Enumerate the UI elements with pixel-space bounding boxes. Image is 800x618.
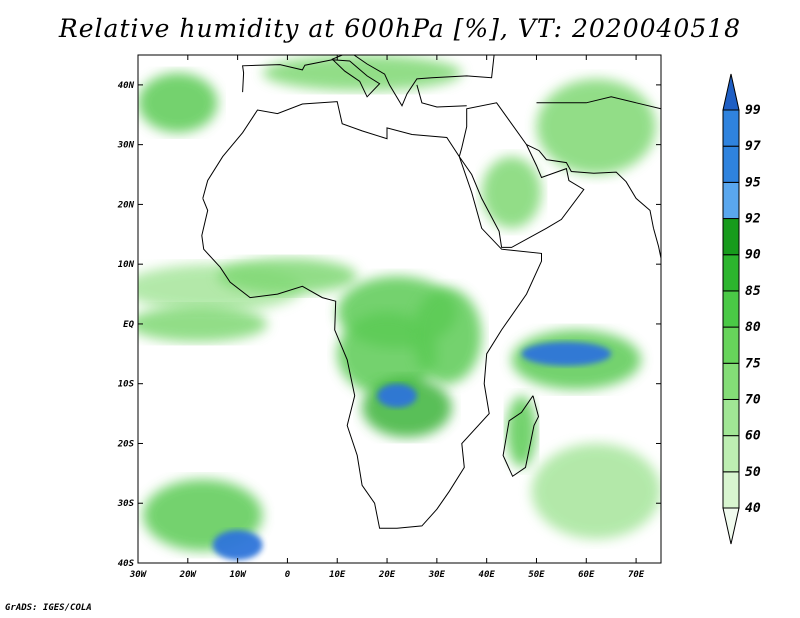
humidity-region-north-atlantic [138,72,218,133]
colorbar: 40 50 60 70 75 80 85 90 92 95 97 99 [722,73,761,545]
colorbar-label: 92 [745,212,761,227]
colorbar-label: 70 [745,392,761,407]
colorbar-box [722,471,740,509]
lat-tick-label: 20N [117,200,135,210]
lat-tick-label: 10S [118,380,135,390]
colorbar-label: 90 [745,248,761,263]
map-frame [137,54,662,564]
colorbar-label: 75 [745,356,761,371]
lon-tick-label: 30W [129,570,148,580]
coastline-central-asia [536,96,661,110]
coastline-india [653,228,661,260]
colorbar-label: 80 [745,320,761,335]
coastline-africa [201,101,542,529]
colorbar-box [722,362,740,400]
lat-tick-label: 20S [117,439,135,449]
colorbar-box [722,181,740,220]
coastline-madagascar [502,395,540,478]
humidity-region-south-atlantic-core [212,530,263,561]
lat-tick-label: 40S [118,559,135,569]
humidity-region-equatorial-atlantic [138,306,268,342]
humidity-region-madagascar [506,395,537,468]
humidity-region-indian-ocean-core [521,341,612,366]
humidity-region-zambia-core [377,383,417,408]
lon-tick-label: 70E [628,570,645,580]
lat-tick-label: 30N [117,141,135,151]
lat-tick-label: 10N [118,260,135,270]
colorbar-lower-arrow [722,507,740,545]
colorbar-box [722,435,740,473]
credit-label: GrADS: IGES/COLA [5,603,92,613]
map-title: Relative humidity at 600hPa [%], VT: 202… [58,14,742,43]
colorbar-box [722,290,740,328]
humidity-field [138,55,661,561]
colorbar-label: 40 [745,501,761,516]
lon-tick-label: 60E [578,570,595,580]
colorbar-label: 95 [745,175,761,190]
humidity-region-iran [536,78,657,175]
colorbar-label: 99 [745,103,761,118]
humidity-region-arabia [481,156,542,229]
colorbar-box [722,254,740,292]
humidity-region-east-africa [411,288,482,384]
colorbar-box [722,398,740,437]
humidity-region-congo-basin [337,311,437,396]
lon-tick-label: 10W [229,570,247,580]
humidity-region-southeast-indian [531,443,661,540]
lon-tick-label: 50E [528,570,545,580]
lat-tick-label: 30S [117,499,135,509]
lon-tick-label: 40E [479,570,496,580]
colorbar-label: 50 [745,465,761,480]
lat-tick-label: 40N [118,81,135,91]
colorbar-label: 85 [745,284,761,299]
humidity-region-west-africa-band [217,258,358,295]
coastline-arabia [458,102,585,248]
coastline-persian-gulf [526,144,654,229]
lon-tick-label: 0 [285,570,291,580]
colorbar-label: 97 [745,139,761,154]
colorbar-upper-arrow [722,73,740,111]
coastline-anatolia [416,84,467,108]
colorbar-box [722,109,740,147]
colorbar-box [722,218,740,256]
colorbar-box [722,145,740,183]
lon-tick-label: 10E [329,570,346,580]
colorbar-box [722,326,740,364]
lon-tick-label: 20W [179,570,198,580]
coastline-europe [242,55,495,107]
lon-tick-label: 20E [378,570,396,580]
coastlines [201,55,661,529]
lon-tick-label: 30E [428,570,446,580]
colorbar-label: 60 [745,429,761,444]
lat-tick-label: EQ [123,320,134,330]
